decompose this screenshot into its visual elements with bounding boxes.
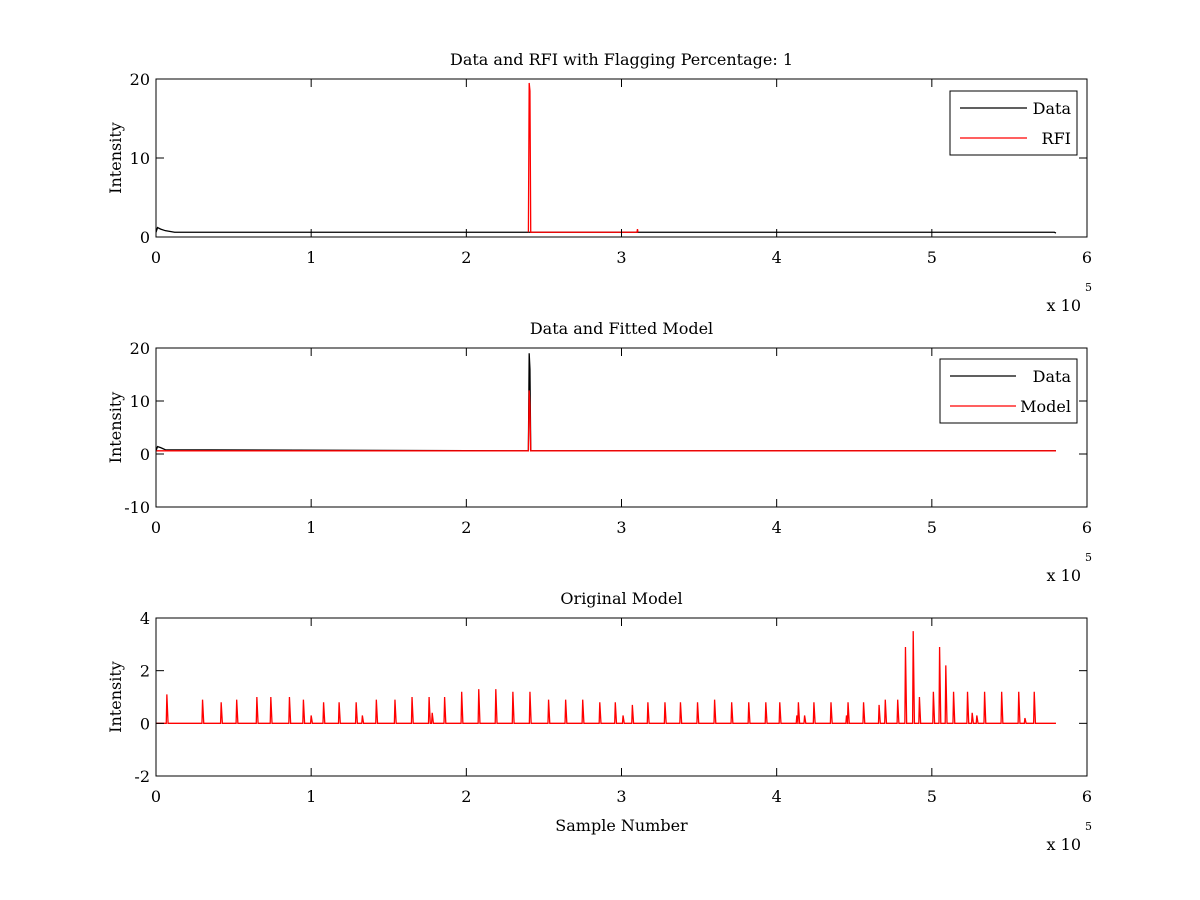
y-tick-label: 0	[140, 445, 150, 464]
legend: Data Model	[939, 358, 1078, 424]
x-tick-label: 1	[306, 518, 316, 537]
subplot-title: Data and Fitted Model	[530, 319, 713, 338]
y-tick-label: -10	[124, 498, 150, 517]
y-axis-label: Intensity	[106, 661, 125, 733]
y-tick-label: 2	[140, 662, 150, 681]
x-tick-label: 3	[616, 248, 626, 267]
series-line-rfi	[527, 82, 639, 233]
subplot-1: 0 1 2 3 4 5 6 0 10 20 Data and RFI with Flagging P…	[106, 50, 1092, 315]
y-tick-label: 0	[140, 228, 150, 247]
series-line-data	[156, 226, 1057, 234]
x-tick-label: 1	[306, 787, 316, 806]
x-multiplier-base: x 10	[1047, 296, 1081, 315]
subplot-title: Original Model	[560, 589, 682, 608]
x-tick-label: 2	[461, 787, 471, 806]
x-tick-label: 6	[1082, 248, 1092, 267]
x-tick-label: 4	[772, 787, 782, 806]
axes-box	[155, 617, 1088, 777]
x-tick-label: 3	[616, 787, 626, 806]
subplot-title: Data and RFI with Flagging Percentage: 1	[450, 50, 793, 69]
x-tick-label: 4	[772, 248, 782, 267]
plot-area	[156, 631, 1056, 724]
x-tick-label: 0	[151, 787, 161, 806]
x-tick-label: 0	[151, 518, 161, 537]
legend-label: Model	[1020, 397, 1071, 416]
x-tick-label: 3	[616, 518, 626, 537]
series-line-model	[156, 390, 1056, 452]
x-multiplier-exponent: 5	[1085, 551, 1092, 564]
y-axis-label: Intensity	[106, 392, 125, 464]
x-tick-label: 6	[1082, 518, 1092, 537]
y-tick-label: 0	[140, 714, 150, 733]
legend: Data RFI	[949, 90, 1078, 156]
x-tick-label: 0	[151, 248, 161, 267]
x-tick-label: 5	[927, 787, 937, 806]
x-multiplier-exponent: 5	[1085, 820, 1092, 833]
x-multiplier-base: x 10	[1047, 835, 1081, 854]
x-tick-label: 5	[927, 518, 937, 537]
x-tick-label: 4	[772, 518, 782, 537]
x-tick-label: 2	[461, 248, 471, 267]
y-tick-label: 20	[130, 70, 150, 89]
y-tick-label: 10	[130, 149, 150, 168]
legend-label: RFI	[1042, 129, 1071, 148]
x-multiplier-base: x 10	[1047, 566, 1081, 585]
legend-box	[949, 90, 1078, 156]
x-tick-label: 5	[927, 248, 937, 267]
x-tick-label: 6	[1082, 787, 1092, 806]
y-tick-label: 4	[140, 609, 150, 628]
legend-label: Data	[1033, 99, 1072, 118]
plot-area	[156, 82, 1057, 234]
series-line-1	[156, 631, 1056, 724]
legend-box	[939, 358, 1078, 424]
y-tick-label: -2	[134, 767, 150, 786]
x-axis-label: Sample Number	[555, 816, 688, 835]
x-tick-label: 2	[461, 518, 471, 537]
series-line-data	[156, 353, 1056, 452]
y-tick-label: 20	[130, 339, 150, 358]
x-multiplier-exponent: 5	[1085, 281, 1092, 294]
legend-label: Data	[1033, 367, 1072, 386]
axes-box	[155, 78, 1088, 238]
y-axis-label: Intensity	[106, 122, 125, 194]
y-tick-label: 10	[130, 392, 150, 411]
plot-area	[156, 353, 1056, 452]
x-tick-label: 1	[306, 248, 316, 267]
